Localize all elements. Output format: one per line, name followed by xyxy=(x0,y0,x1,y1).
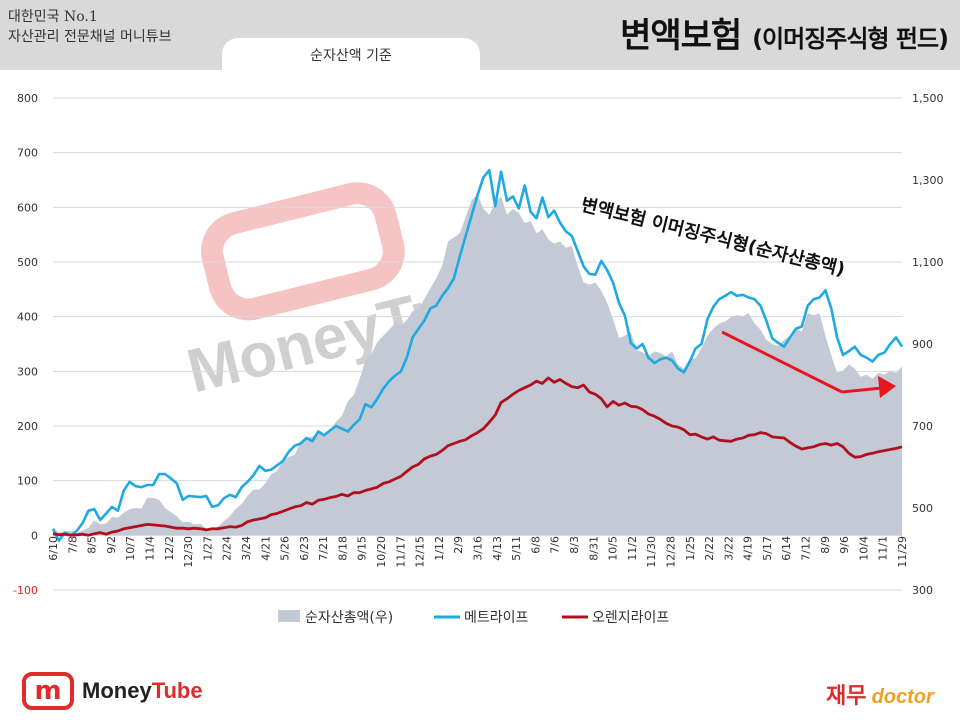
legend-label: 오렌지라이프 xyxy=(592,610,669,626)
x-tick-label: 11/30 xyxy=(645,536,658,568)
x-tick-label: 8/3 xyxy=(568,536,581,554)
x-tick-label: 5/11 xyxy=(510,536,523,561)
x-tick-label: 9/6 xyxy=(838,536,851,554)
x-tick-label: 5/17 xyxy=(761,536,774,561)
x-tick-label: 2/22 xyxy=(703,536,716,561)
x-tick-label: 6/23 xyxy=(298,536,311,561)
title-subtext: (이머징주식형 펀드) xyxy=(752,25,949,53)
x-tick-label: 11/1 xyxy=(877,536,890,561)
x-tick-label: 6/8 xyxy=(529,536,542,554)
y-left-tick-label: 700 xyxy=(17,147,38,160)
legend-label: 메트라이프 xyxy=(464,610,529,626)
x-tick-label: 11/4 xyxy=(143,536,156,561)
y-left-tick-label: 300 xyxy=(17,365,38,378)
brand-line1: 대한민국 No.1 xyxy=(8,9,98,25)
page-title: 변액보험 (이머징주식형 펀드) xyxy=(620,8,949,57)
x-tick-label: 4/13 xyxy=(491,536,504,561)
x-tick-label: 8/5 xyxy=(86,536,99,554)
x-tick-label: 10/5 xyxy=(607,536,620,561)
y-left-tick-label: 400 xyxy=(17,311,38,324)
x-tick-label: 6/10 xyxy=(47,536,60,561)
x-tick-label: 10/20 xyxy=(375,536,388,568)
y-right-tick-label: 1,500 xyxy=(912,92,944,105)
x-tick-label: 1/12 xyxy=(433,536,446,561)
jaemu-logo-korean: 재무 xyxy=(826,684,867,709)
x-tick-label: 3/24 xyxy=(240,536,253,561)
x-tick-label: 5/26 xyxy=(279,536,292,561)
brand-line2: 자산관리 전문채널 머니튜브 xyxy=(8,29,172,45)
x-tick-label: 12/2 xyxy=(163,536,176,561)
x-tick-label: 11/17 xyxy=(394,536,407,568)
annotation-text: 변액보험 이머징주식형(순자산총액) xyxy=(579,194,847,281)
legend-swatch-area xyxy=(278,610,300,622)
y-left-tick-label: 200 xyxy=(17,420,38,433)
moneytube-logo-icon: m xyxy=(22,672,74,710)
x-tick-label: 4/21 xyxy=(259,536,272,561)
x-tick-label: 3/22 xyxy=(722,536,735,561)
trend-arrow-tail xyxy=(841,386,883,394)
series-line-orangelife xyxy=(52,376,903,537)
x-tick-label: 4/19 xyxy=(742,536,755,561)
series-area-total-assets xyxy=(53,194,902,536)
jaemu-logo-english: doctor xyxy=(871,686,934,708)
y-right-tick-label: 500 xyxy=(912,502,933,515)
series-line-metlife xyxy=(51,168,904,543)
x-tick-label: 8/31 xyxy=(587,536,600,561)
legend-label: 순자산총액(우) xyxy=(305,610,393,626)
y-left-tick-label: 0 xyxy=(31,529,38,542)
axis-tick-labels: -100 0 100 200 300 400 500 600 700 800 300 500 700 90… xyxy=(13,92,943,597)
y-right-tick-label: 1,100 xyxy=(912,256,944,269)
chart-legend: 순자산총액(우) 메트라이프 오렌지라이프 xyxy=(278,610,669,626)
y-right-tick-label: 1,300 xyxy=(912,174,944,187)
trend-arrow-head-icon xyxy=(878,376,896,398)
y-right-tick-label: 700 xyxy=(912,420,933,433)
x-tick-label: 8/9 xyxy=(819,536,832,554)
x-tick-label: 8/18 xyxy=(336,536,349,561)
x-tick-label: 9/2 xyxy=(105,536,118,554)
x-tick-label: 10/7 xyxy=(124,536,137,561)
header-bar: 대한민국 No.1 자산관리 전문채널 머니튜브 변액보험 (이머징주식형 펀드… xyxy=(0,0,960,70)
trend-arrow-line xyxy=(721,330,843,394)
title-text: 변액보험 xyxy=(620,16,742,56)
y-left-tick-label: 800 xyxy=(17,92,38,105)
y-left-tick-label: 500 xyxy=(17,256,38,269)
x-tick-label: 11/29 xyxy=(896,536,909,568)
y-right-tick-label: 300 xyxy=(912,584,933,597)
x-tick-label: 1/27 xyxy=(201,536,214,561)
x-tick-label: 6/14 xyxy=(780,536,793,561)
y-left-tick-label: 600 xyxy=(17,201,38,214)
basis-tab: 순자산액 기준 xyxy=(222,38,480,70)
x-tick-label: 9/15 xyxy=(356,536,369,561)
x-tick-label: 7/6 xyxy=(549,536,562,554)
jaemu-doctor-logo: 재무 doctor xyxy=(826,678,934,710)
y-left-tick-label: 100 xyxy=(17,475,38,488)
y-right-tick-label: 900 xyxy=(912,338,933,351)
y-left-tick-label: -100 xyxy=(13,584,38,597)
x-tick-label: 7/12 xyxy=(800,536,813,561)
x-tick-label: 10/4 xyxy=(857,536,870,561)
x-tick-label: 12/15 xyxy=(414,536,427,568)
x-tick-label: 7/21 xyxy=(317,536,330,561)
x-tick-label: 3/16 xyxy=(472,536,485,561)
x-tick-label: 12/28 xyxy=(664,536,677,568)
x-tick-label: 2/9 xyxy=(452,536,465,554)
x-tick-label: 12/30 xyxy=(182,536,195,568)
x-tick-label: 11/2 xyxy=(626,536,639,561)
x-tick-label: 2/24 xyxy=(221,536,234,561)
moneytube-logo-text: MoneyTube xyxy=(82,678,203,703)
x-tick-label: 7/8 xyxy=(66,536,79,554)
x-tick-label: 1/25 xyxy=(684,536,697,561)
fund-chart: -100 0 100 200 300 400 500 600 700 800 300 500 700 90… xyxy=(13,92,943,626)
